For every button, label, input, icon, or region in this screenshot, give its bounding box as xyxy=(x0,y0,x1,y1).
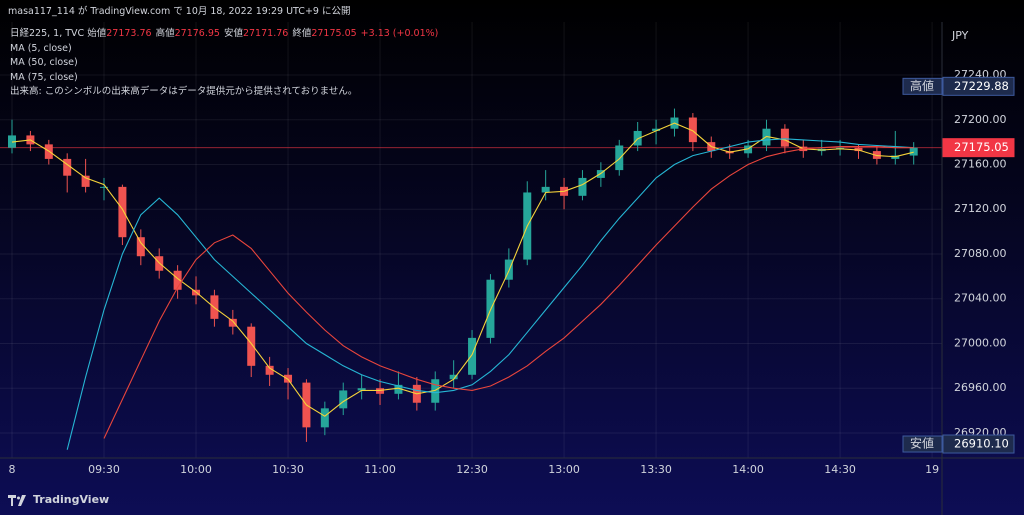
candle-body xyxy=(100,186,109,188)
ma-line xyxy=(66,138,914,450)
price-badge xyxy=(942,138,1015,158)
x-tick-label: 13:30 xyxy=(640,463,672,476)
ohlc-label: 高値 xyxy=(155,28,175,39)
y-tick-label: 26960.00 xyxy=(954,381,1007,394)
candle-body xyxy=(394,384,403,394)
legend-row: MA (50, close) xyxy=(10,56,442,71)
y-tick-label: 27160.00 xyxy=(954,157,1007,170)
x-tick-label: 13:00 xyxy=(548,463,580,476)
currency: JPY xyxy=(951,29,969,42)
legend-entry: MA (5, close) xyxy=(10,42,72,54)
x-tick-label: 8 xyxy=(9,463,16,476)
change: +3.13 (+0.01%) xyxy=(360,28,439,39)
ohlc-label: 始値 xyxy=(87,28,107,39)
legend-row: 日経225, 1, TVC 始値27173.76 高値27176.95 安値2717… xyxy=(10,27,442,42)
ohlc-value: 27175.05 xyxy=(311,28,357,39)
candle-body xyxy=(780,128,789,147)
candle-body xyxy=(81,175,90,187)
ohlc-value: 27173.76 xyxy=(106,28,152,39)
ohlc-label: 終値 xyxy=(292,28,312,39)
volume-note: 出来高: このシンボルの出来高データはデータ提供元から提供されておりません。 xyxy=(10,86,358,97)
ohlc-value: 27176.95 xyxy=(174,28,220,39)
price-badge-text: 27175.05 xyxy=(954,140,1009,154)
candle-body xyxy=(688,117,697,143)
y-tick-label: 27040.00 xyxy=(954,292,1007,305)
candle-body xyxy=(541,186,550,193)
candle-body xyxy=(118,186,127,238)
ma-line xyxy=(103,146,914,439)
y-tick-label: 27080.00 xyxy=(954,247,1007,260)
x-tick-label: 12:30 xyxy=(456,463,488,476)
price-badge xyxy=(942,434,1015,454)
x-tick-label: 10:00 xyxy=(180,463,212,476)
candle-body xyxy=(449,374,458,380)
candle-body xyxy=(136,237,145,257)
candle-body xyxy=(578,177,587,196)
symbol: 日経225, 1, TVC xyxy=(10,28,85,39)
legend-row: MA (5, close) xyxy=(10,42,442,57)
x-tick-label: 09:30 xyxy=(88,463,120,476)
legend: 日経225, 1, TVC 始値27173.76 高値27176.95 安値2717… xyxy=(10,27,442,100)
candle-body xyxy=(339,390,348,409)
badge-label-bg xyxy=(902,77,943,95)
candle-body xyxy=(265,365,274,375)
candle-body xyxy=(744,145,753,154)
candle-body xyxy=(909,147,918,156)
y-tick-label: 27000.00 xyxy=(954,336,1007,349)
badge-label: 高値 xyxy=(910,78,934,93)
logo xyxy=(8,494,26,506)
ohlc-label: 安値 xyxy=(223,28,243,39)
legend-row: 出来高: このシンボルの出来高データはデータ提供元から提供されておりません。 xyxy=(10,85,442,100)
candle-body xyxy=(357,388,366,391)
ohlc: 始値27173.76 高値27176.95 安値27171.76 終値27175.05 xyxy=(87,28,360,39)
y-tick-label: 27120.00 xyxy=(954,202,1007,215)
candle-body xyxy=(633,130,642,146)
brand: TradingView xyxy=(33,493,110,506)
ohlc-value: 27171.76 xyxy=(242,28,289,39)
candle-body xyxy=(63,158,72,176)
price-badge-text: 26910.10 xyxy=(954,437,1009,451)
price-badge-text: 27229.88 xyxy=(954,79,1009,93)
candle-body xyxy=(652,128,661,131)
candle-body xyxy=(872,151,881,159)
legend-row: MA (75, close) xyxy=(10,71,442,86)
badge-label-bg xyxy=(902,435,943,453)
candle-body xyxy=(468,337,477,375)
x-tick-label: 10:30 xyxy=(272,463,304,476)
candle-body xyxy=(173,270,182,290)
price-badge xyxy=(942,76,1015,96)
candle-body xyxy=(247,326,256,366)
candle-body xyxy=(228,318,237,327)
publish-note: masa117_114 が TradingView.com で 10月 18, … xyxy=(8,6,351,17)
candle-body xyxy=(376,388,385,394)
legend-entry: MA (50, close) xyxy=(10,57,78,68)
y-tick-label: 27200.00 xyxy=(954,113,1007,126)
candle-body xyxy=(431,379,440,403)
x-tick-label: 19 xyxy=(925,463,939,476)
x-tick-label: 14:00 xyxy=(732,463,764,476)
badge-label: 安値 xyxy=(910,436,934,451)
x-tick-label: 14:30 xyxy=(824,463,856,476)
candle-body xyxy=(615,145,624,171)
ma-line xyxy=(11,122,914,417)
footer: TradingView xyxy=(8,493,109,506)
candle-body xyxy=(320,408,329,428)
x-tick-label: 11:00 xyxy=(364,463,396,476)
candle-body xyxy=(854,147,863,152)
legend-entry: MA (75, close) xyxy=(10,71,78,83)
